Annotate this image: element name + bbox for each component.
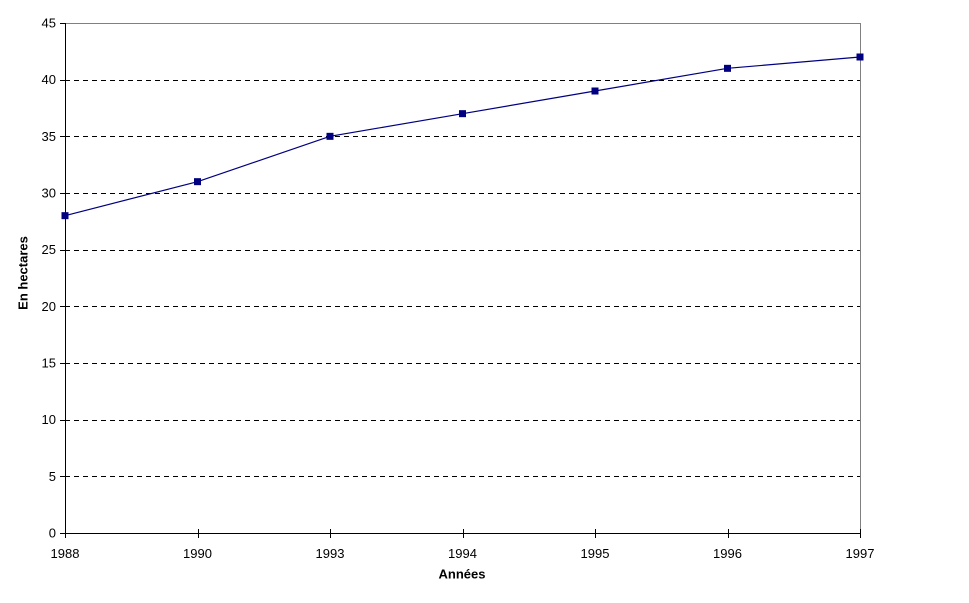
y-tick-label: 45 [42, 16, 56, 31]
y-tick-label: 25 [42, 242, 56, 257]
x-tick-label: 1996 [713, 546, 742, 561]
data-point-marker [856, 53, 864, 61]
x-tick-label: 1993 [316, 546, 345, 561]
y-tick-label: 30 [42, 186, 56, 201]
data-point-marker [194, 178, 201, 186]
y-tick-label: 20 [42, 299, 56, 314]
x-tick-label: 1995 [581, 546, 610, 561]
y-axis-title: En hectares [15, 236, 31, 310]
data-point-marker [724, 64, 731, 72]
data-point-marker [61, 212, 69, 220]
x-tick-label: 1990 [183, 546, 212, 561]
x-tick-label: 1997 [846, 546, 875, 561]
y-tick-label: 0 [49, 526, 56, 541]
y-tick-label: 5 [49, 469, 56, 484]
x-tick-label: 1994 [448, 546, 477, 561]
y-tick-label: 40 [42, 72, 56, 87]
data-point-marker [326, 132, 334, 140]
x-axis-title: Années [438, 566, 486, 582]
data-point-marker [459, 110, 466, 118]
x-tick-label: 1988 [51, 546, 80, 561]
y-tick-label: 35 [42, 129, 56, 144]
y-tick-label: 15 [42, 356, 56, 371]
y-tick-label: 10 [42, 412, 56, 427]
data-point-marker [591, 87, 599, 95]
